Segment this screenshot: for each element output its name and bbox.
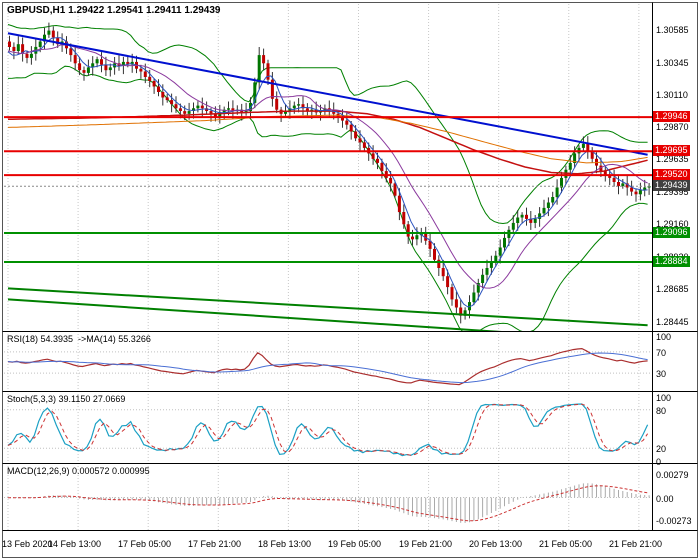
price-tick-label: 1.29870 (656, 122, 689, 132)
macd-header: MACD(12,26,9) 0.000572 0.000995 (7, 466, 150, 476)
price-tick-label: 1.29395 (656, 187, 689, 197)
descending-resistance-trendline[interactable] (7, 32, 648, 156)
price-tick-label: 1.28685 (656, 284, 689, 294)
price-tick-label: 1.30345 (656, 58, 689, 68)
price-tick-label: 1.30110 (656, 90, 688, 100)
resistance-price-flag: 1.29695 (653, 145, 690, 156)
rsi-level-label: 30 (656, 369, 667, 379)
time-label: 17 Feb 21:00 (188, 539, 242, 549)
time-label: 21 Feb 21:00 (609, 539, 663, 549)
rsi-header: RSI(18) 54.3935 ->MA(14) 55.3266 (7, 334, 151, 344)
rsi-layer (4, 347, 652, 386)
support-price-flag: 1.29096 (653, 227, 690, 238)
symbol-ohlc-header: GBPUSD,H1 1.29422 1.29541 1.29411 1.2943… (7, 5, 221, 16)
price-tick-label: 1.29635 (656, 154, 689, 164)
time-label: 13 Feb 2020 (2, 539, 53, 549)
time-label: 18 Feb 13:00 (258, 539, 312, 549)
price-axis[interactable]: 1.30585 1.30345 1.30110 1.29870 1.29635 1.293… (653, 0, 700, 534)
resistance-price-flag: 1.29946 (653, 111, 690, 122)
macd-level-label: 0.00 (656, 494, 674, 504)
time-label: 19 Feb 21:00 (399, 539, 453, 549)
lower-channel-trendline-2[interactable] (7, 298, 648, 341)
time-axis[interactable]: 13 Feb 2020 14 Feb 13:00 17 Feb 05:00 17 Fe… (0, 537, 700, 557)
time-label: 14 Feb 13:00 (48, 539, 102, 549)
main-chart-layer (4, 22, 652, 341)
rsi-level-label: 100 (656, 332, 672, 342)
time-label: 21 Feb 05:00 (539, 539, 593, 549)
macd-level-label: -0.00273 (656, 516, 692, 526)
time-label: 20 Feb 13:00 (469, 539, 523, 549)
stoch-level-label: 80 (656, 406, 667, 416)
price-tick-label: 1.29160 (656, 219, 689, 229)
price-tick-label: 1.28445 (656, 317, 689, 327)
grid-layer (7, 4, 640, 531)
stoch-layer (4, 403, 652, 457)
stoch-level-label: 0 (656, 457, 662, 467)
stoch-level-label: 100 (656, 393, 672, 403)
price-tick-label: 1.30585 (656, 25, 689, 35)
current-price-flag: 1.29439 (653, 180, 690, 191)
rsi-level-label: 70 (656, 348, 667, 358)
lower-channel-trendline-1[interactable] (7, 287, 648, 327)
stoch-level-label: 20 (656, 444, 667, 454)
resistance-price-flag: 1.29520 (653, 169, 690, 180)
stoch-header: Stoch(5,3,3) 39.1150 27.0669 (7, 394, 126, 404)
time-label: 17 Feb 05:00 (118, 539, 172, 549)
support-price-flag: 1.28884 (653, 256, 690, 267)
macd-layer (4, 483, 652, 523)
macd-level-label: 0.00279 (656, 470, 689, 480)
time-label: 19 Feb 05:00 (328, 539, 382, 549)
